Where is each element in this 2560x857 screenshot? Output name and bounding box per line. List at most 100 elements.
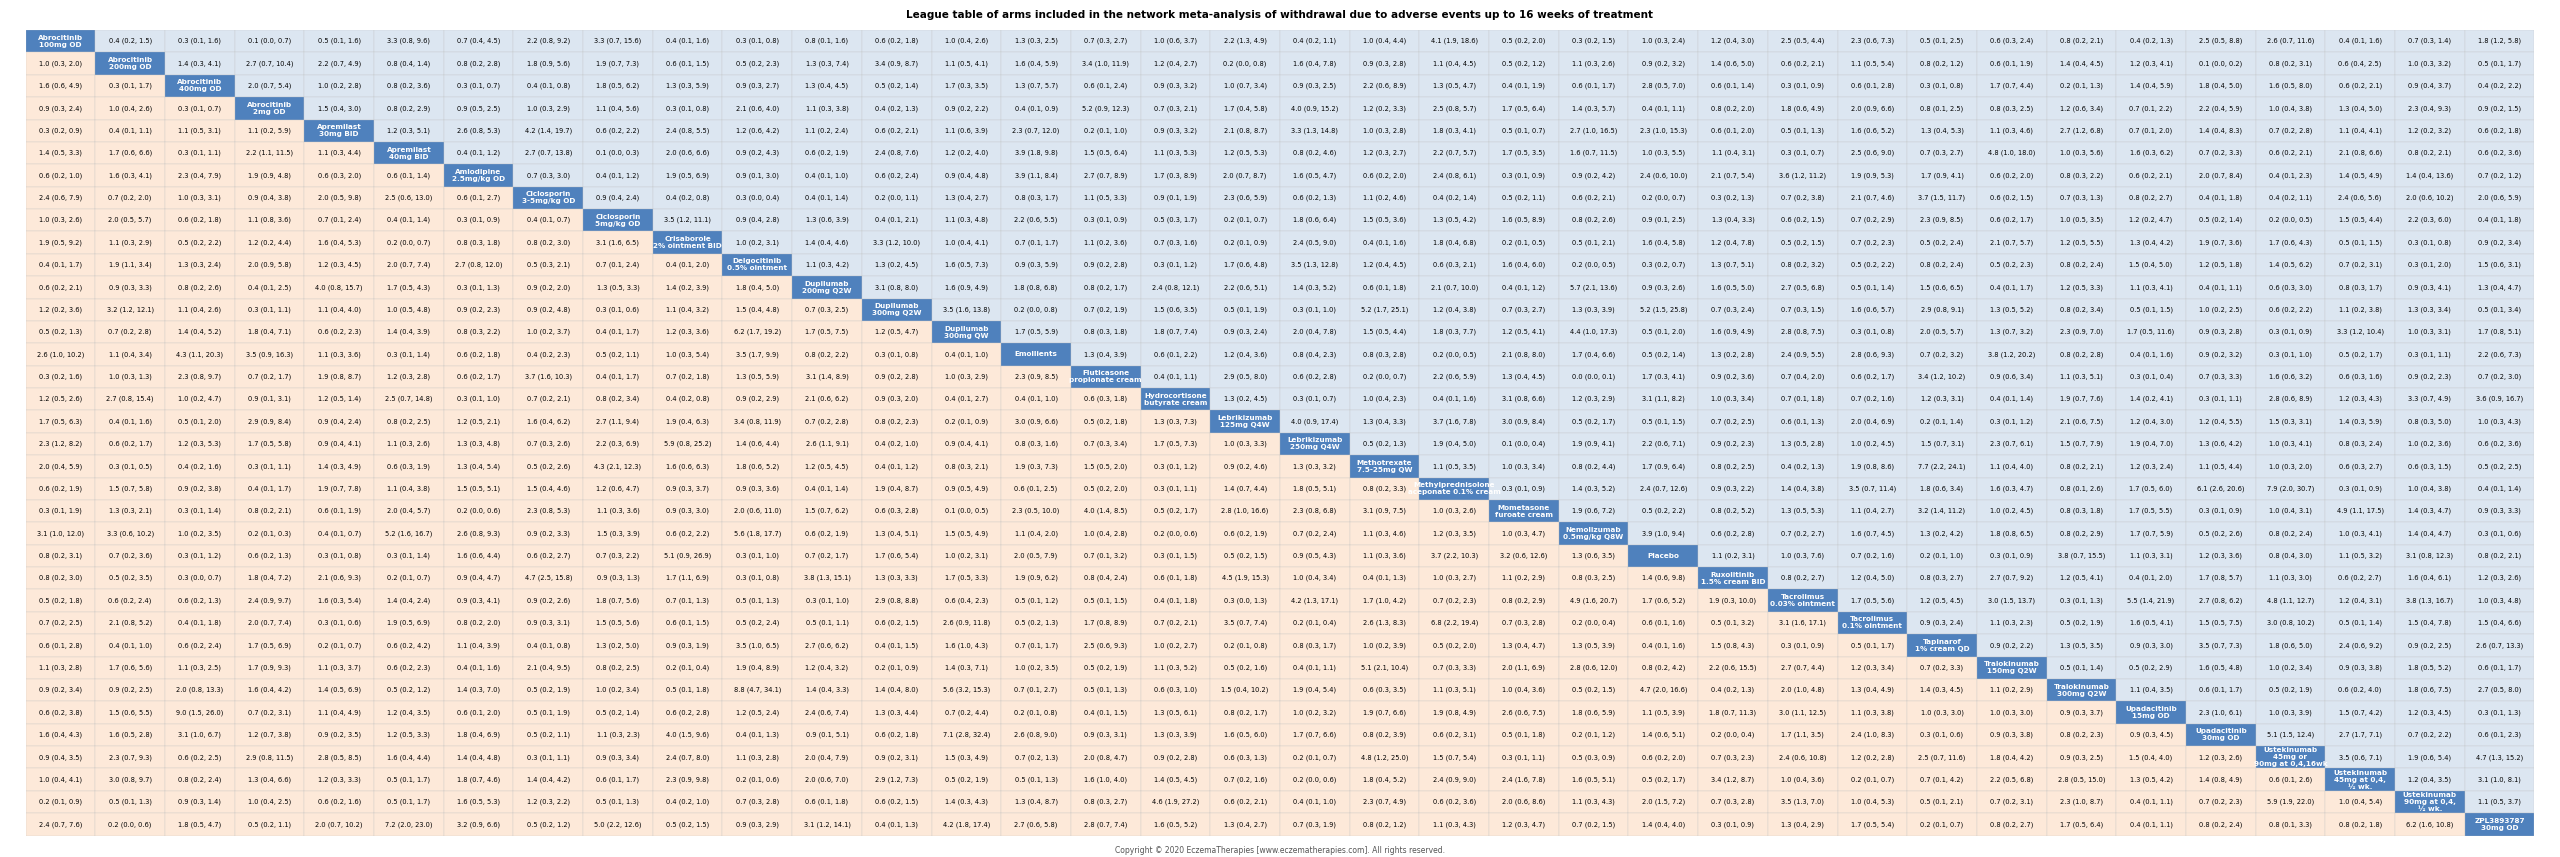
Bar bbox=[2045, 298, 2117, 321]
Text: 0.9 (0.3, 2.4): 0.9 (0.3, 2.4) bbox=[1224, 329, 1267, 335]
Text: 0.9 (0.1, 2.5): 0.9 (0.1, 2.5) bbox=[1641, 217, 1684, 224]
Text: 0.7 (0.1, 1.7): 0.7 (0.1, 1.7) bbox=[1014, 642, 1057, 649]
Bar bbox=[1838, 701, 1907, 723]
Bar bbox=[26, 433, 95, 455]
Text: 2.0 (0.7, 7.4): 2.0 (0.7, 7.4) bbox=[248, 620, 292, 626]
Text: 1.3 (0.5, 5.2): 1.3 (0.5, 5.2) bbox=[1989, 307, 2033, 313]
Bar bbox=[1838, 813, 1907, 836]
Text: 0.6 (0.4, 2.5): 0.6 (0.4, 2.5) bbox=[2337, 60, 2381, 67]
Bar bbox=[932, 119, 1001, 142]
Text: 0.9 (0.2, 2.6): 0.9 (0.2, 2.6) bbox=[527, 597, 571, 604]
Text: 3.0 (0.9, 6.6): 3.0 (0.9, 6.6) bbox=[1014, 418, 1057, 425]
Text: 0.6 (0.2, 3.6): 0.6 (0.2, 3.6) bbox=[1434, 799, 1477, 806]
Bar bbox=[1001, 500, 1070, 522]
Text: 3.5 (0.7, 11.4): 3.5 (0.7, 11.4) bbox=[1848, 485, 1897, 492]
Text: 1.4 (0.4, 2.4): 1.4 (0.4, 2.4) bbox=[387, 597, 430, 604]
Text: 2.0 (0.8, 13.3): 2.0 (0.8, 13.3) bbox=[177, 686, 223, 693]
Text: 1.8 (0.3, 4.1): 1.8 (0.3, 4.1) bbox=[1434, 128, 1475, 134]
Text: 1.5 (0.5, 5.1): 1.5 (0.5, 5.1) bbox=[458, 485, 499, 492]
Text: 0.3 (0.1, 0.5): 0.3 (0.1, 0.5) bbox=[108, 463, 151, 470]
Bar bbox=[1907, 656, 1976, 679]
Text: 1.9 (0.4, 5.4): 1.9 (0.4, 5.4) bbox=[1293, 686, 1336, 693]
Text: 0.6 (0.2, 2.8): 0.6 (0.2, 2.8) bbox=[1293, 374, 1336, 381]
Text: 1.5 (0.5, 5.6): 1.5 (0.5, 5.6) bbox=[596, 620, 640, 626]
Text: 1.0 (0.4, 3.8): 1.0 (0.4, 3.8) bbox=[2268, 105, 2312, 111]
Text: 0.5 (0.1, 1.7): 0.5 (0.1, 1.7) bbox=[2478, 60, 2522, 67]
Bar bbox=[653, 634, 722, 656]
Text: 1.2 (0.5, 3.3): 1.2 (0.5, 3.3) bbox=[2061, 284, 2102, 291]
Text: 1.0 (0.3, 3.3): 1.0 (0.3, 3.3) bbox=[1224, 440, 1267, 447]
Text: 1.9 (0.7, 7.6): 1.9 (0.7, 7.6) bbox=[2061, 396, 2102, 403]
Text: 0.5 (0.2, 1.1): 0.5 (0.2, 1.1) bbox=[596, 351, 640, 357]
Text: 0.6 (0.2, 1.7): 0.6 (0.2, 1.7) bbox=[108, 440, 151, 447]
Bar bbox=[1907, 679, 1976, 701]
Text: 0.6 (0.2, 1.3): 0.6 (0.2, 1.3) bbox=[179, 597, 220, 604]
Bar bbox=[1559, 545, 1628, 567]
Bar bbox=[236, 75, 305, 97]
Bar bbox=[1976, 75, 2045, 97]
Bar bbox=[653, 701, 722, 723]
Bar bbox=[1349, 344, 1418, 366]
Text: 1.0 (0.3, 5.6): 1.0 (0.3, 5.6) bbox=[2061, 150, 2102, 156]
Bar bbox=[1769, 656, 1838, 679]
Text: 8.8 (4.7, 34.1): 8.8 (4.7, 34.1) bbox=[735, 686, 781, 693]
Bar bbox=[374, 813, 443, 836]
Text: 1.4 (0.8, 4.9): 1.4 (0.8, 4.9) bbox=[2199, 776, 2243, 783]
Text: 4.8 (1.1, 12.7): 4.8 (1.1, 12.7) bbox=[2266, 597, 2314, 604]
Bar bbox=[1769, 97, 1838, 119]
Bar bbox=[2255, 813, 2324, 836]
Bar bbox=[1490, 433, 1559, 455]
Bar bbox=[1559, 209, 1628, 231]
Text: 5.2 (0.9, 12.3): 5.2 (0.9, 12.3) bbox=[1083, 105, 1129, 111]
Bar bbox=[1280, 142, 1349, 165]
Text: 0.2 (0.0, 0.6): 0.2 (0.0, 0.6) bbox=[456, 508, 499, 514]
Bar bbox=[1697, 590, 1769, 612]
Bar bbox=[1838, 165, 1907, 187]
Bar bbox=[791, 187, 863, 209]
Text: 0.7 (0.1, 2.7): 0.7 (0.1, 2.7) bbox=[1014, 686, 1057, 693]
Text: 1.7 (0.5, 5.4): 1.7 (0.5, 5.4) bbox=[1851, 821, 1894, 828]
Text: 0.3 (0.1, 0.8): 0.3 (0.1, 0.8) bbox=[2409, 239, 2452, 246]
Bar bbox=[1418, 567, 1490, 590]
Bar bbox=[2117, 231, 2186, 254]
Bar bbox=[1001, 298, 1070, 321]
Text: 2.4 (0.8, 12.1): 2.4 (0.8, 12.1) bbox=[1152, 284, 1198, 291]
Text: 1.6 (0.6, 4.9): 1.6 (0.6, 4.9) bbox=[38, 82, 82, 89]
Text: 1.0 (0.4, 3.6): 1.0 (0.4, 3.6) bbox=[1782, 776, 1825, 783]
Text: 0.8 (0.2, 3.3): 0.8 (0.2, 3.3) bbox=[1362, 485, 1405, 492]
Text: 0.6 (0.2, 1.9): 0.6 (0.2, 1.9) bbox=[1224, 530, 1267, 536]
Text: 0.3 (0.1, 1.6): 0.3 (0.1, 1.6) bbox=[179, 38, 220, 45]
Bar bbox=[443, 276, 515, 298]
Bar bbox=[1907, 366, 1976, 388]
Bar bbox=[1001, 433, 1070, 455]
Text: 0.7 (0.3, 2.3): 0.7 (0.3, 2.3) bbox=[1713, 754, 1754, 760]
Bar bbox=[95, 746, 164, 769]
Bar bbox=[932, 254, 1001, 276]
Text: 6.8 (2.2, 19.4): 6.8 (2.2, 19.4) bbox=[1431, 620, 1477, 626]
Text: 1.1 (0.3, 2.9): 1.1 (0.3, 2.9) bbox=[108, 239, 151, 246]
Bar bbox=[791, 634, 863, 656]
Bar bbox=[1697, 75, 1769, 97]
Text: 3.5 (1.2, 11.1): 3.5 (1.2, 11.1) bbox=[663, 217, 712, 224]
Text: 1.6 (0.5, 8.9): 1.6 (0.5, 8.9) bbox=[1503, 217, 1546, 224]
Bar bbox=[584, 746, 653, 769]
Bar bbox=[236, 433, 305, 455]
Bar bbox=[2255, 75, 2324, 97]
Bar bbox=[2117, 30, 2186, 52]
Bar bbox=[515, 231, 584, 254]
Bar bbox=[791, 142, 863, 165]
Bar bbox=[2255, 344, 2324, 366]
Bar bbox=[1559, 791, 1628, 813]
Bar bbox=[1907, 231, 1976, 254]
Bar bbox=[515, 791, 584, 813]
Text: 2.8 (0.6, 12.0): 2.8 (0.6, 12.0) bbox=[1569, 664, 1618, 671]
Text: 0.3 (0.0, 0.4): 0.3 (0.0, 0.4) bbox=[735, 195, 778, 201]
Text: Crisaborole
2% ointment BID: Crisaborole 2% ointment BID bbox=[653, 236, 722, 249]
Text: 0.8 (0.2, 3.4): 0.8 (0.2, 3.4) bbox=[596, 396, 640, 403]
Bar bbox=[863, 567, 932, 590]
Text: 0.3 (0.1, 1.2): 0.3 (0.1, 1.2) bbox=[179, 553, 220, 559]
Bar bbox=[1697, 187, 1769, 209]
Bar bbox=[1070, 769, 1142, 791]
Text: 0.4 (0.2, 1.3): 0.4 (0.2, 1.3) bbox=[876, 105, 919, 111]
Bar bbox=[515, 209, 584, 231]
